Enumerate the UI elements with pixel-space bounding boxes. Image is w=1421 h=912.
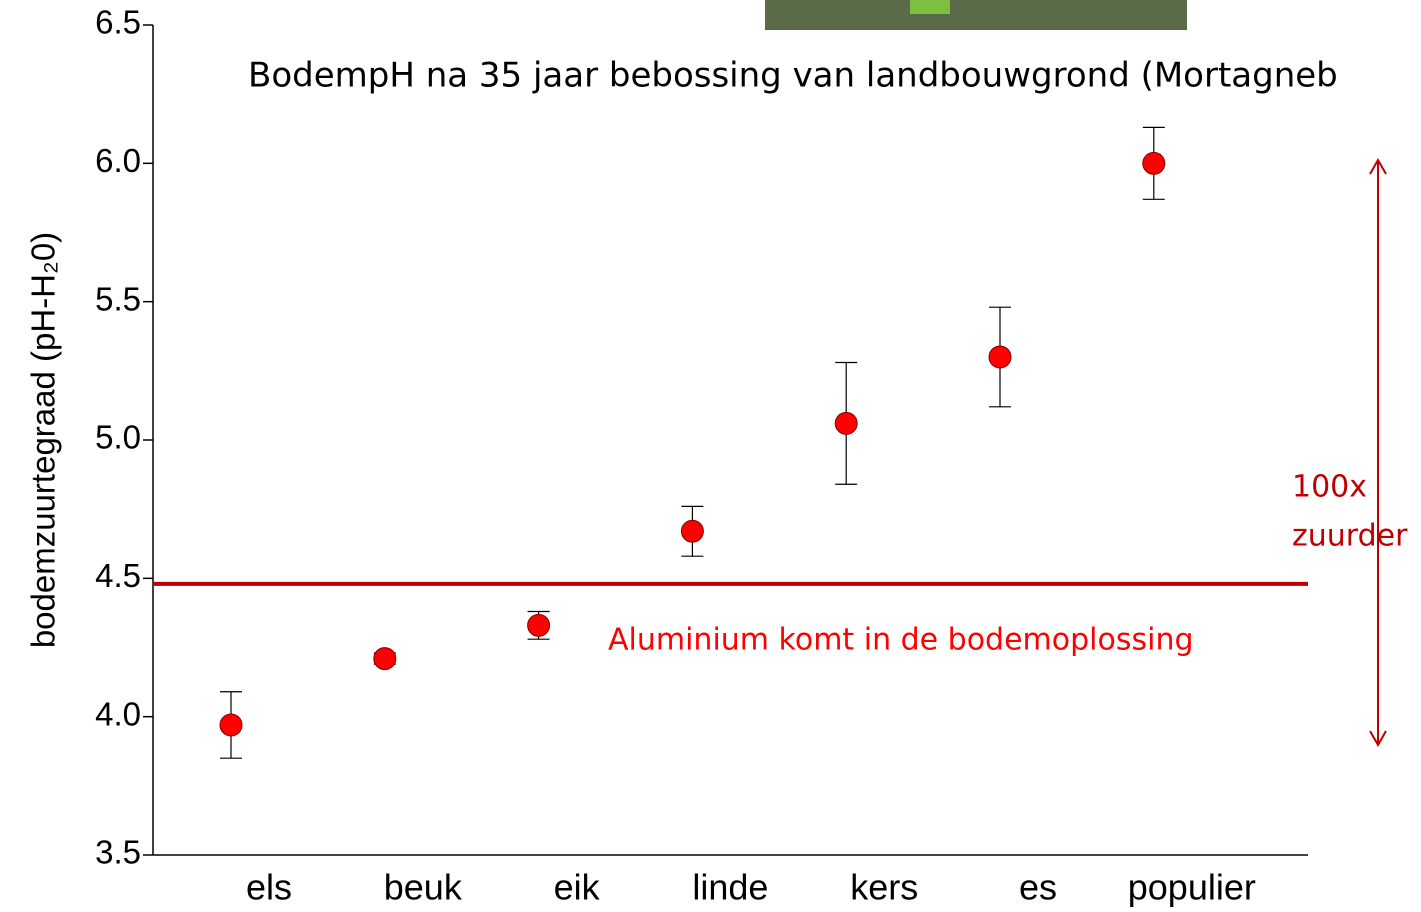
y-tick-label: 5.5 xyxy=(95,280,141,317)
x-tick-label: els xyxy=(246,867,292,908)
point xyxy=(988,345,1012,369)
x-tick-label: kers xyxy=(850,867,918,908)
y-tick-label: 4.5 xyxy=(95,557,141,594)
point xyxy=(527,613,551,637)
reference-label: Aluminium komt in de bodemoplossing xyxy=(608,622,1194,657)
arrow-head xyxy=(1369,730,1387,748)
y-tick-label: 6.0 xyxy=(95,142,141,179)
x-tick-label: eik xyxy=(554,867,601,908)
y-tick-label: 3.5 xyxy=(95,834,141,871)
x-tick-label: es xyxy=(1019,867,1057,908)
photo xyxy=(765,0,1187,30)
x-tick-label: beuk xyxy=(384,867,463,908)
point xyxy=(219,713,243,737)
point xyxy=(834,411,858,435)
x-tick-label: populier xyxy=(1128,867,1256,908)
y-tick-label: 6.5 xyxy=(95,4,141,41)
y-tick-label: 4.0 xyxy=(95,695,141,732)
y-axis-label: bodemzuurtegraad (pH-H₂0) xyxy=(25,232,62,648)
x-tick-label: linde xyxy=(692,867,768,908)
point xyxy=(1142,151,1166,175)
chart-title: BodempH na 35 jaar bebossing van landbou… xyxy=(248,56,1338,96)
annotation: zuurder xyxy=(1292,519,1408,554)
y-tick-label: 5.0 xyxy=(95,419,141,456)
point xyxy=(680,519,704,543)
point xyxy=(373,647,397,671)
arrow-head xyxy=(1369,157,1387,175)
annotation: 100x xyxy=(1292,470,1367,505)
photo-detail xyxy=(910,0,950,14)
